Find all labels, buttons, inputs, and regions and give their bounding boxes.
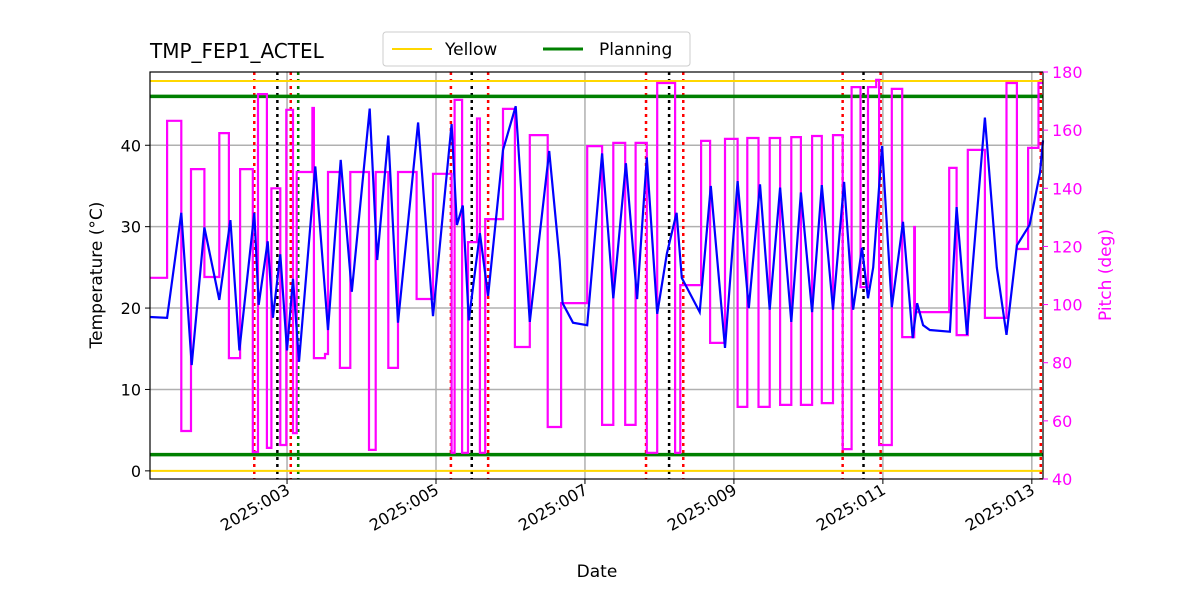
x-tick-label: 2025:007 <box>515 480 591 535</box>
pitch-series-line <box>150 78 1043 454</box>
y2-tick-label: 160 <box>1052 121 1083 140</box>
y2-tick-label: 100 <box>1052 296 1083 315</box>
y-tick-label: 20 <box>121 299 141 318</box>
y-tick-label: 0 <box>131 462 141 481</box>
legend-label-planning: Planning <box>599 40 672 60</box>
x-axis-label: Date <box>577 562 618 582</box>
plot-frame <box>149 71 1044 480</box>
y2-tick-label: 120 <box>1052 237 1083 256</box>
temperature-series-line <box>149 105 1045 366</box>
y-axis-left: 0 10 20 30 40 <box>121 136 150 481</box>
y2-axis-label: Pitch (deg) <box>1096 229 1116 321</box>
y2-tick-label: 180 <box>1052 63 1083 82</box>
y2-tick-label: 80 <box>1052 354 1072 373</box>
y-tick-label: 10 <box>121 380 141 399</box>
y-axis-right: 40 60 80 100 120 140 160 180 <box>1043 63 1083 489</box>
y2-tick-label: 60 <box>1052 412 1072 431</box>
y-axis-label: Temperature (°C) <box>87 202 107 350</box>
x-tick-label: 2025:003 <box>217 480 293 535</box>
y2-tick-label: 140 <box>1052 179 1083 198</box>
y2-tick-label: 40 <box>1052 470 1072 489</box>
y-tick-label: 30 <box>121 218 141 237</box>
y-tick-label: 40 <box>121 136 141 155</box>
x-tick-label: 2025:009 <box>664 480 740 535</box>
x-tick-label: 2025:011 <box>813 480 889 535</box>
chart-title: TMP_FEP1_ACTEL <box>149 39 325 63</box>
legend: Yellow Planning <box>382 31 691 67</box>
legend-box <box>382 31 691 67</box>
legend-label-yellow: Yellow <box>444 40 497 60</box>
limit-lines <box>150 79 1043 472</box>
x-axis: 2025:003 2025:005 2025:007 2025:009 2025:011… <box>217 479 1038 535</box>
x-tick-label: 2025:005 <box>366 480 442 535</box>
grid <box>150 72 1043 479</box>
x-tick-label: 2025:013 <box>962 480 1038 535</box>
